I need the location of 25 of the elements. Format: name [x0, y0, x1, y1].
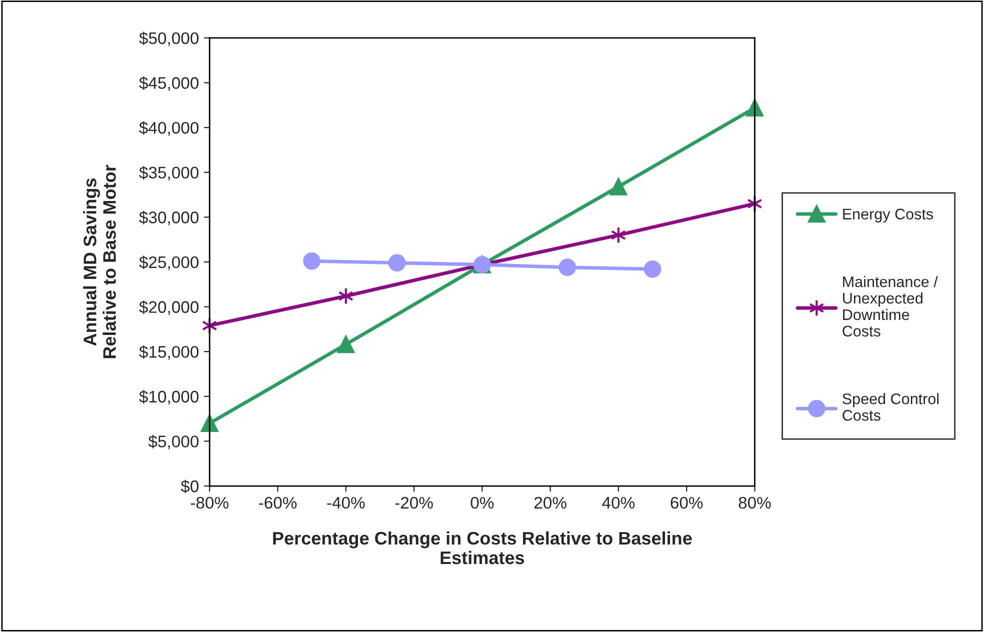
legend-label: Speed Control Costs: [842, 393, 939, 421]
y-tick-label: $15,000: [139, 345, 199, 360]
x-tick-label: 40%: [602, 496, 635, 509]
x-tick-label: -60%: [259, 496, 297, 509]
x-tick-label: -80%: [190, 496, 228, 509]
y-tick-label: $10,000: [139, 390, 199, 405]
y-tick-label: $20,000: [139, 300, 199, 315]
y-tick-label: $30,000: [139, 210, 199, 226]
x-tick-label: 0%: [470, 496, 494, 509]
y-tick-label: $45,000: [139, 76, 199, 91]
x-tick-label: 20%: [534, 496, 566, 509]
y-tick-label: $40,000: [139, 121, 199, 136]
y-tick-label: $0: [180, 480, 199, 494]
legend-label: Maintenance / Unexpected Downtime Costs: [842, 276, 938, 337]
x-tick-label: -40%: [327, 496, 365, 509]
x-tick-label: 60%: [670, 496, 703, 509]
y-tick-label: $35,000: [139, 166, 199, 181]
x-axis-title: Percentage Change in Costs Relative to Baseline Estimates: [273, 531, 692, 564]
y-axis-title: Annual MD Savings Relative to Base Motor: [83, 164, 116, 358]
y-tick-label: $50,000: [139, 32, 199, 46]
legend-label: Energy Costs: [843, 208, 934, 222]
x-tick-label: 80%: [738, 496, 771, 509]
y-tick-label: $25,000: [139, 256, 199, 270]
y-tick-label: $5,000: [148, 434, 199, 450]
x-tick-label: -20%: [395, 496, 433, 509]
